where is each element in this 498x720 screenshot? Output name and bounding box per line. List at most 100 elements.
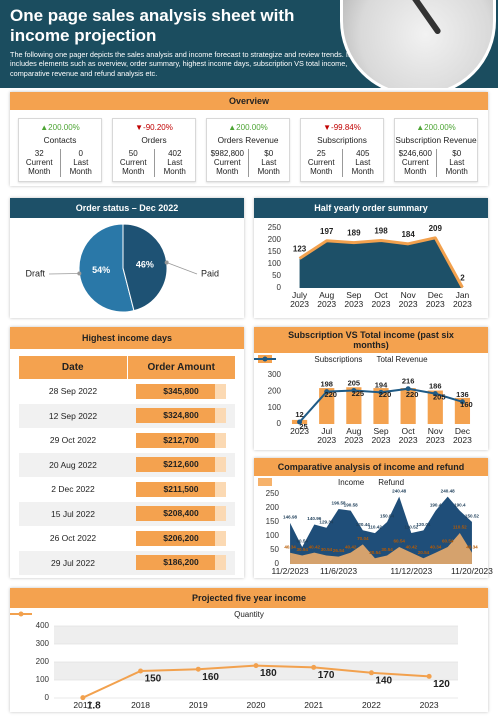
date-cell: 29 Oct 2022 [49,435,97,446]
amount-bar: $186,200 [136,555,226,571]
table-section: Highest income days Date Order Amount 28 S… [10,327,244,578]
kpi-change: ▲200.00% [40,123,80,132]
kpi-change: ▼-99.84% [323,123,361,132]
kpi-value: $982,800 [210,149,244,158]
legend-swatch [258,478,272,486]
kpi-column: 0 Last Month [59,149,102,177]
data-label: 240.48 [441,488,455,493]
chart-body: 0 50 100 150 200 250 123 197 189 198 184 209 2 July 2… [254,218,488,318]
legend: Income Refund [254,478,488,487]
line-point [368,670,374,676]
data-label: 120.44 [356,522,370,527]
table-row: 26 Oct 2022 $206,200 [19,526,235,551]
date-cell: 20 Aug 2022 [49,459,97,470]
data-label: 146.98 [283,514,297,519]
chart-body: 54% Draft 46% Paid [10,218,244,318]
x-tick-label: 11/2/2023 [271,566,309,576]
amount-cell: $186,200 [127,551,235,576]
legend-label: Quantity [234,610,264,619]
kpi-label: Current Month [213,158,241,177]
y-tick-label: 0 [45,693,50,702]
legend: Quantity [10,610,488,619]
kpi-name: Subscription Revenue [395,135,477,145]
kpi-column: $0 Last Month [247,149,290,177]
chart-panel: Projected five year income 0 100 200 300 400 1… [10,588,488,712]
data-label: 60.54 [296,539,308,544]
kpi-name: Contacts [43,135,77,145]
chart-title: Order status – Dec 2022 [10,198,244,218]
kpi-value: 32 [34,149,44,158]
x-tick-label: 11/20/2023 [450,566,493,576]
chart-plot: 0 100 200 300 400 1.8 150 160 180 170 140 120 [36,621,458,711]
pie-leader-dot [164,260,169,265]
kpi-label: Current Month [401,158,429,177]
data-label: 20.54 [418,550,430,555]
amount-cell: $345,800 [127,379,235,404]
chart-panel: Half yearly order summary 0 50 100 150 200 250… [254,198,488,318]
date-cell: 26 Oct 2022 [49,533,97,544]
y-tick-label: 100 [268,403,282,412]
x-tick-label: Sep 2023 [371,426,391,446]
data-label: 209 [429,224,443,233]
legend: Subscriptions Total Revenue [254,355,488,364]
line-point [138,668,144,674]
data-label: 150 [145,674,162,685]
amount-bar: $211,500 [136,481,226,497]
grid-band [54,662,458,680]
x-tick-label: 2019 [188,700,208,710]
data-label: 30.54 [296,547,308,552]
kpi-value: 0 [78,149,83,158]
amount-cell: $212,600 [127,453,235,478]
y-tick-label: 200 [268,386,282,395]
x-tick-label: Aug 2023 [317,290,337,310]
line-point [195,666,201,672]
kpi-value: 405 [356,149,370,158]
kpi-card: ▲200.00% Orders Revenue $982,800 Current Mo… [206,118,290,182]
kpi-column: 50 Current Month [113,149,154,177]
x-tick-label: 11/6/2023 [319,566,358,576]
data-label: 110.52 [404,525,418,530]
data-label: 180 [260,668,277,679]
legend-label: Total Revenue [376,355,428,364]
line-point [297,419,303,425]
table-row: 28 Sep 2022 $345,800 [19,379,235,404]
x-tick-label: Oct 2023 [398,426,418,446]
data-label: 110.42 [368,525,382,530]
kpi-card: ▼-90.20% Orders 50 Current Month 402 Last Mon… [112,118,196,182]
x-tick-label: Oct 2023 [371,290,391,310]
data-label: 184 [401,230,415,239]
y-tick-label: 400 [36,621,50,630]
kpi-value: 25 [316,149,326,158]
area [290,533,472,564]
x-tick-label: Dec 2023 [452,426,472,446]
amount-cell: $324,800 [127,404,235,429]
data-label: 40.34 [284,544,296,549]
data-label: 60.54 [442,539,454,544]
pie-leader [166,262,198,275]
chart-plot: 0 50 100 150 200 250 123 197 189 198 184 209 2 [268,223,466,292]
table-row: 15 Jul 2022 $208,400 [19,501,235,527]
data-label: 197 [320,227,334,236]
data-label: 40.34 [466,544,478,549]
amount-cell: $208,400 [127,502,235,527]
kpi-label: Current Month [307,158,335,177]
legend-label: Refund [378,478,405,487]
data-label: 160 [202,672,219,683]
pie-value-label: 54% [92,265,110,275]
column-header: Date [61,362,84,373]
kpi-label: Last Month [163,158,186,177]
legend-swatch-dot [262,356,268,362]
kpi-value: $0 [452,149,462,158]
data-label: 40.42 [309,544,321,549]
table-row: 29 Jul 2022 $186,200 [19,550,235,576]
data-label: 170 [318,670,335,681]
y-tick-label: 200 [268,235,282,244]
x-tick-label: 2020 [246,700,266,710]
data-label: 25 [299,422,307,431]
legend-item: Quantity [10,610,264,619]
kpi-value: $0 [264,149,274,158]
amount-bar: $212,700 [136,432,226,448]
amount-cell: $212,700 [127,428,235,453]
